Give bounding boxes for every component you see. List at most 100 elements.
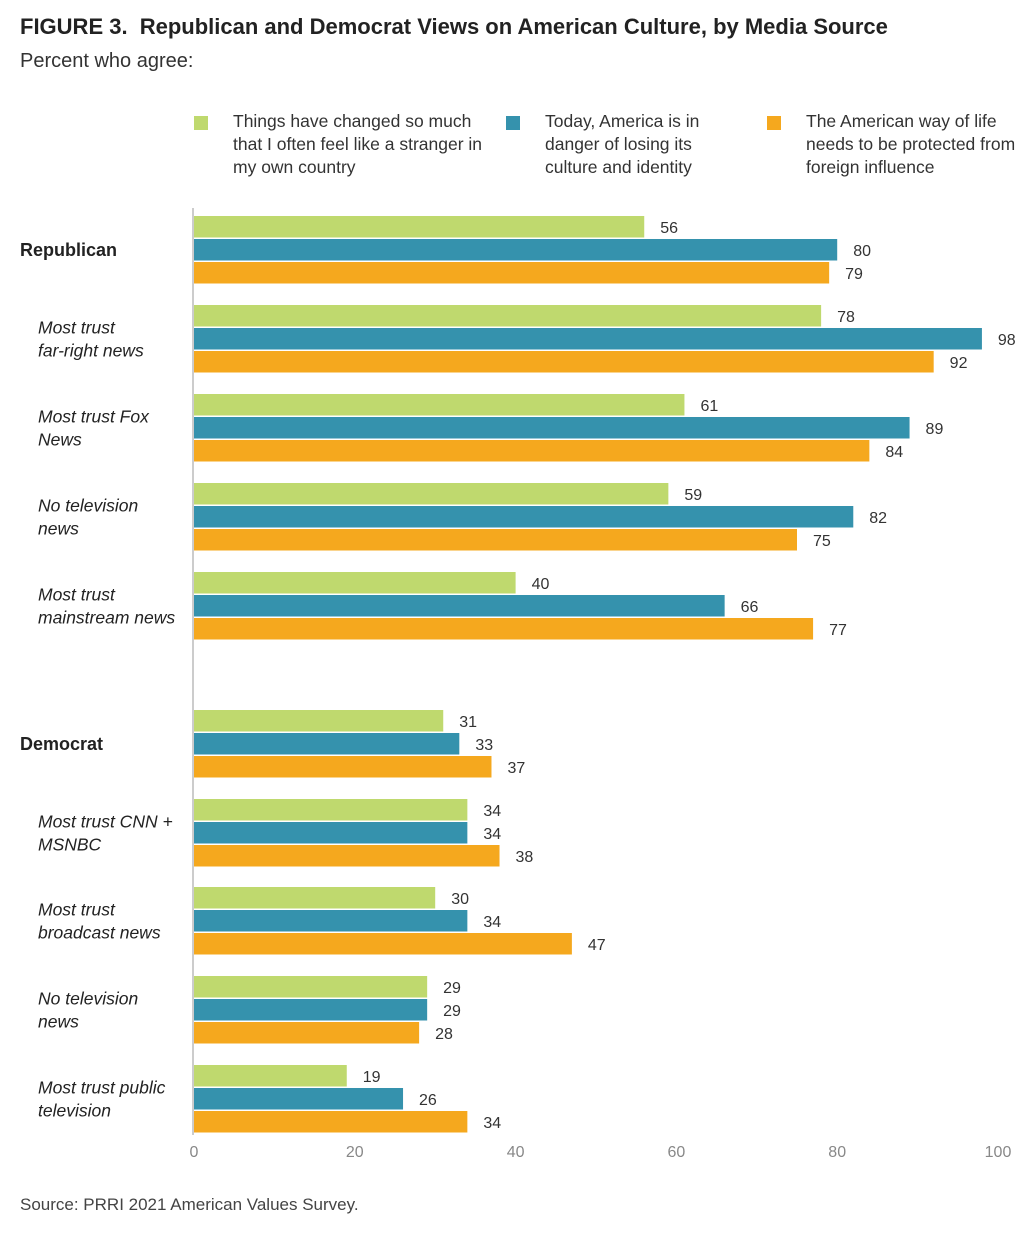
bar [194, 1088, 404, 1110]
category-label: Most trust public television [38, 1077, 166, 1120]
bar [194, 933, 572, 955]
bar-value-label: 79 [845, 266, 863, 283]
bar [194, 417, 910, 439]
category-label-line: News [38, 429, 82, 449]
bar [194, 506, 854, 528]
bar [194, 999, 428, 1021]
chart-subtitle: Percent who agree: [20, 50, 194, 72]
bar [194, 799, 468, 821]
legend-label-series-2: Today, America is in danger of losing it… [545, 111, 700, 177]
category-label-line: Most trust Fox [38, 406, 150, 426]
chart-title: Republican and Democrat Views on America… [139, 14, 888, 39]
category-label: Most trust CNN + MSNBC [38, 811, 173, 854]
bar [194, 1111, 468, 1133]
category-label: No television news [38, 495, 138, 538]
x-tick-label: 20 [346, 1144, 364, 1161]
legend-swatch-series-2 [506, 116, 520, 130]
figure-label: FIGURE 3. [20, 14, 128, 39]
category-label-line: far-right news [38, 340, 144, 360]
bar-value-label: 34 [483, 803, 501, 820]
bar [194, 529, 797, 551]
bar-value-label: 38 [516, 849, 534, 866]
bar [194, 618, 814, 640]
bar [194, 1022, 420, 1044]
bar [194, 822, 468, 844]
bar-value-label: 28 [435, 1026, 453, 1043]
bar [194, 845, 500, 867]
category-label-line: Most trust [38, 584, 116, 604]
bar-value-label: 33 [475, 737, 493, 754]
bar-value-label: 66 [741, 599, 759, 616]
bar [194, 710, 444, 732]
category-label-line: news [38, 518, 79, 538]
bar-value-label: 47 [588, 937, 606, 954]
bar-value-label: 34 [483, 1115, 501, 1132]
bar-value-label: 61 [700, 398, 718, 415]
bar [194, 351, 934, 373]
category-label: Republican [20, 240, 117, 260]
legend-label-series-3: The American way of life needs to be pro… [806, 111, 1016, 177]
bar [194, 976, 428, 998]
bar-value-label: 98 [998, 332, 1016, 349]
bar-value-label: 40 [532, 576, 550, 593]
bar-value-label: 92 [950, 355, 968, 372]
bar [194, 910, 468, 932]
legend-swatch-series-1 [194, 116, 208, 130]
bar [194, 1065, 347, 1087]
x-tick-label: 40 [507, 1144, 525, 1161]
bar [194, 216, 645, 238]
category-label: Most trust far-right news [38, 317, 144, 360]
category-label-line: No television [38, 988, 138, 1008]
category-label-line: MSNBC [38, 834, 102, 854]
bar-value-label: 26 [419, 1092, 437, 1109]
bar-value-label: 75 [813, 533, 831, 550]
category-label: Most trust Fox News [38, 406, 150, 449]
figure-title: FIGURE 3. Republican and Democrat Views … [20, 14, 888, 40]
bar-value-label: 34 [483, 914, 501, 931]
bar-value-label: 30 [451, 891, 469, 908]
bar [194, 595, 725, 617]
legend-swatch-series-3 [767, 116, 781, 130]
bar [194, 328, 982, 350]
x-tick-label: 100 [985, 1144, 1012, 1161]
category-label-line: Democrat [20, 734, 103, 754]
source-note: Source: PRRI 2021 American Values Survey… [20, 1195, 359, 1214]
category-label: Most trust mainstream news [38, 584, 175, 627]
bar-value-label: 34 [483, 826, 501, 843]
category-label-line: mainstream news [38, 607, 175, 627]
bar-value-label: 56 [660, 220, 678, 237]
category-label-line: television [38, 1100, 111, 1120]
x-tick-label: 0 [190, 1144, 199, 1161]
bar [194, 887, 436, 909]
bar-value-label: 82 [869, 510, 887, 527]
bar [194, 756, 492, 778]
bar [194, 572, 516, 594]
bar [194, 305, 822, 327]
category-label-line: news [38, 1011, 79, 1031]
category-label: Democrat [20, 734, 103, 754]
bar-value-label: 29 [443, 1003, 461, 1020]
category-label-line: Most trust [38, 899, 116, 919]
legend-label-series-1: Things have changed so much that I often… [233, 111, 483, 177]
bar [194, 440, 870, 462]
bar-value-label: 89 [926, 421, 944, 438]
bar [194, 733, 460, 755]
category-label-line: No television [38, 495, 138, 515]
bar-value-label: 59 [684, 487, 702, 504]
bar-value-label: 29 [443, 980, 461, 997]
category-label-line: Republican [20, 240, 117, 260]
bar [194, 483, 669, 505]
category-label: Most trust broadcast news [38, 899, 161, 942]
bar [194, 262, 830, 284]
category-label-line: Most trust [38, 317, 116, 337]
bar-value-label: 78 [837, 309, 855, 326]
x-tick-label: 60 [668, 1144, 686, 1161]
bar-value-label: 80 [853, 243, 871, 260]
bar [194, 239, 838, 261]
bar-value-label: 31 [459, 714, 477, 731]
bar-value-label: 84 [885, 444, 903, 461]
category-label-line: Most trust public [38, 1077, 166, 1097]
category-label-line: broadcast news [38, 922, 161, 942]
bar-value-label: 77 [829, 622, 847, 639]
